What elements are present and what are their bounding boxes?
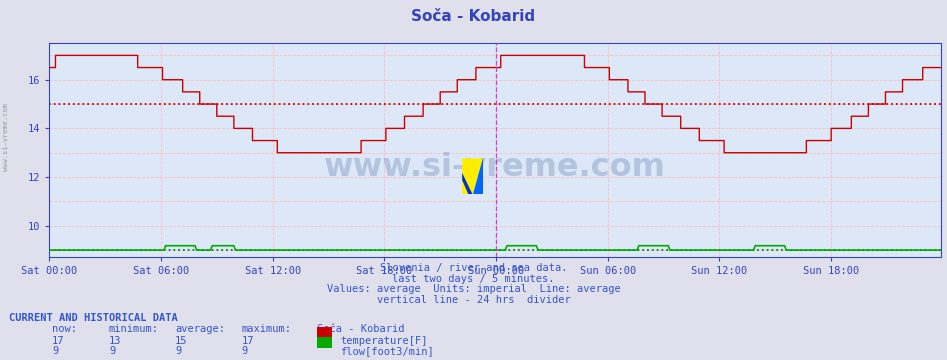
Text: 9: 9 xyxy=(109,346,116,356)
Text: maximum:: maximum: xyxy=(241,324,292,334)
Text: 9: 9 xyxy=(175,346,182,356)
Text: www.si-vreme.com: www.si-vreme.com xyxy=(3,103,9,171)
Text: 15: 15 xyxy=(175,336,188,346)
Text: Soča - Kobarid: Soča - Kobarid xyxy=(317,324,404,334)
Text: 17: 17 xyxy=(241,336,254,346)
Text: Slovenia / river and sea data.: Slovenia / river and sea data. xyxy=(380,263,567,273)
Text: Values: average  Units: imperial  Line: average: Values: average Units: imperial Line: av… xyxy=(327,284,620,294)
Polygon shape xyxy=(462,158,483,194)
Text: CURRENT AND HISTORICAL DATA: CURRENT AND HISTORICAL DATA xyxy=(9,313,178,323)
Text: 13: 13 xyxy=(109,336,121,346)
Text: 9: 9 xyxy=(52,346,59,356)
Text: temperature[F]: temperature[F] xyxy=(340,336,427,346)
Text: vertical line - 24 hrs  divider: vertical line - 24 hrs divider xyxy=(377,295,570,305)
Text: last two days / 5 minutes.: last two days / 5 minutes. xyxy=(392,274,555,284)
Polygon shape xyxy=(462,173,473,194)
Text: Soča - Kobarid: Soča - Kobarid xyxy=(411,9,536,24)
Text: now:: now: xyxy=(52,324,77,334)
Text: 9: 9 xyxy=(241,346,248,356)
Text: www.si-vreme.com: www.si-vreme.com xyxy=(324,152,667,183)
Polygon shape xyxy=(473,158,483,194)
Text: average:: average: xyxy=(175,324,225,334)
Text: flow[foot3/min]: flow[foot3/min] xyxy=(340,346,434,356)
Text: minimum:: minimum: xyxy=(109,324,159,334)
Text: 17: 17 xyxy=(52,336,64,346)
